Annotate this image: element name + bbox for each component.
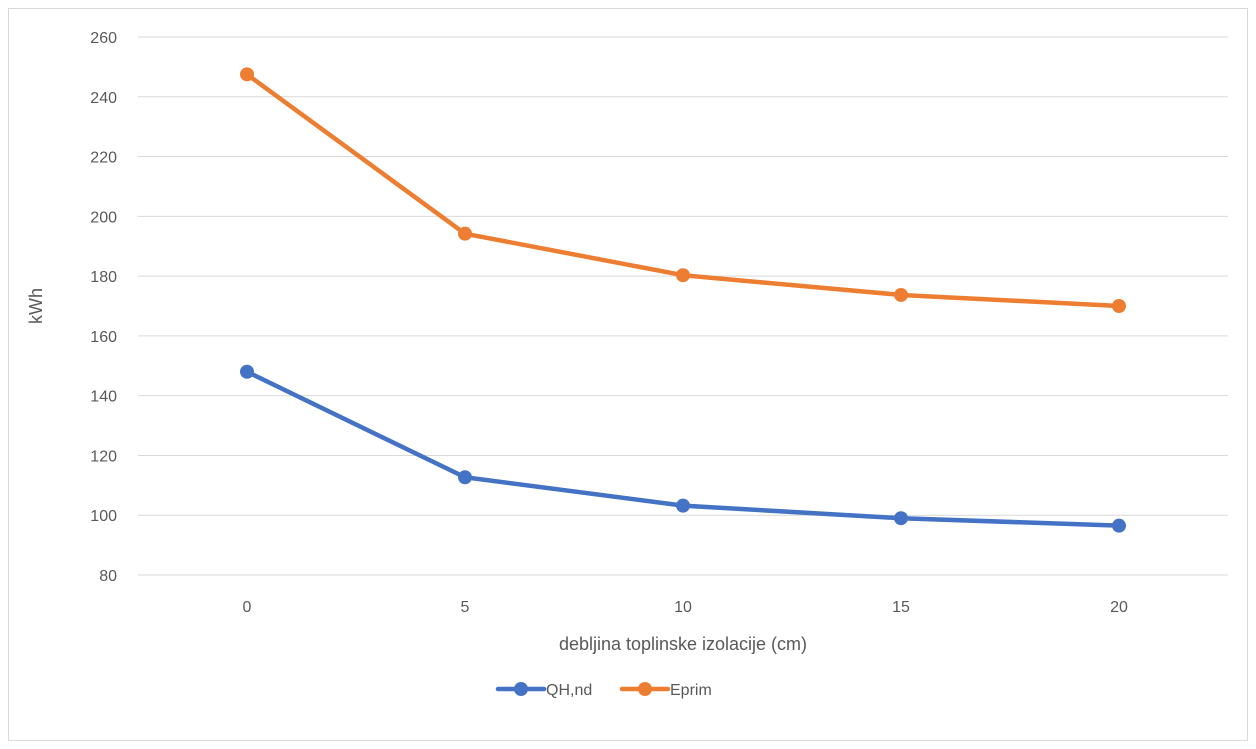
series-group: [240, 67, 1126, 533]
legend-item: QH,nd: [495, 682, 592, 699]
legend: QH,nd Eprim: [495, 682, 712, 699]
y-tick-label: 260: [90, 30, 117, 47]
y-tick-label: 220: [90, 150, 117, 167]
y-tick-label: 80: [99, 568, 117, 585]
series-0: [240, 364, 1126, 533]
axis-labels: 80 100 120 140 160 180 200 220 240 260 0 5 10 15 20: [90, 30, 1128, 616]
legend-swatch-marker: [514, 682, 528, 696]
y-tick-label: 120: [90, 448, 117, 465]
gridlines: [138, 36, 1228, 576]
data-point: [458, 470, 472, 485]
y-tick-label: 180: [90, 269, 117, 286]
y-tick-label: 240: [90, 90, 117, 107]
y-tick-label: 200: [90, 209, 117, 226]
data-point: [894, 511, 908, 526]
legend-swatch-marker: [638, 682, 652, 696]
x-tick-label: 5: [461, 599, 470, 616]
data-point: [458, 226, 472, 241]
data-point: [1112, 518, 1126, 533]
x-tick-label: 20: [1110, 599, 1128, 616]
x-tick-label: 0: [243, 599, 252, 616]
y-tick-label: 140: [90, 389, 117, 406]
legend-item: Eprim: [619, 682, 712, 699]
data-point: [676, 498, 690, 513]
data-point: [676, 268, 690, 283]
data-point: [894, 287, 908, 302]
y-tick-label: 160: [90, 329, 117, 346]
x-tick-label: 15: [892, 599, 910, 616]
y-tick-label: 100: [90, 508, 117, 525]
legend-label: QH,nd: [546, 682, 592, 699]
y-axis-title: kWh: [26, 288, 46, 324]
data-point: [1112, 299, 1126, 313]
data-point: [240, 67, 254, 82]
x-axis-title: debljina toplinske izolacije (cm): [559, 634, 807, 654]
x-tick-label: 10: [674, 599, 692, 616]
legend-label: Eprim: [670, 682, 712, 699]
data-point: [240, 364, 254, 379]
chart-frame: [8, 8, 1248, 741]
series-1: [240, 67, 1126, 313]
